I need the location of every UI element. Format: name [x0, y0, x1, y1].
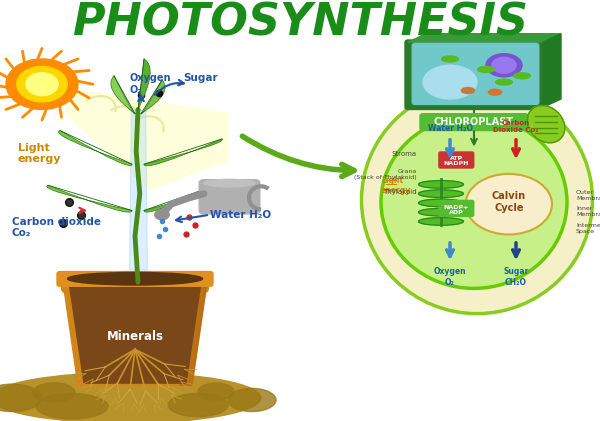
Ellipse shape — [67, 272, 203, 285]
Text: PHOTOSYNTHESIS: PHOTOSYNTHESIS — [72, 2, 528, 45]
Circle shape — [17, 67, 67, 102]
Ellipse shape — [419, 190, 464, 197]
Ellipse shape — [527, 106, 565, 143]
FancyBboxPatch shape — [199, 180, 260, 214]
Polygon shape — [63, 282, 207, 385]
Ellipse shape — [419, 199, 464, 207]
Text: Water H₂O: Water H₂O — [210, 210, 271, 220]
Ellipse shape — [168, 393, 228, 417]
Circle shape — [155, 210, 169, 220]
PathPatch shape — [59, 131, 132, 165]
Ellipse shape — [381, 116, 567, 288]
Text: Oxygen
O₂: Oxygen O₂ — [434, 267, 466, 287]
FancyBboxPatch shape — [405, 40, 546, 109]
Text: Sugar: Sugar — [183, 73, 218, 83]
Ellipse shape — [514, 73, 530, 79]
Ellipse shape — [419, 208, 464, 216]
Ellipse shape — [461, 88, 475, 93]
Ellipse shape — [492, 57, 516, 73]
Text: Light
energy: Light energy — [18, 143, 62, 165]
Text: Grana
(Stack of Thylakoid): Grana (Stack of Thylakoid) — [355, 169, 417, 180]
Ellipse shape — [0, 373, 261, 421]
Polygon shape — [543, 34, 561, 107]
Text: Sugar
CH₂O: Sugar CH₂O — [503, 267, 529, 287]
Ellipse shape — [361, 86, 593, 314]
Text: Intermembrane
Space: Intermembrane Space — [576, 223, 600, 234]
Ellipse shape — [198, 383, 234, 400]
Text: Calvin
Cycle: Calvin Cycle — [492, 191, 526, 213]
Polygon shape — [66, 88, 228, 189]
Ellipse shape — [62, 283, 77, 294]
FancyBboxPatch shape — [420, 114, 528, 131]
Ellipse shape — [419, 181, 464, 188]
PathPatch shape — [111, 76, 135, 114]
Polygon shape — [180, 282, 207, 385]
Text: Oxygen
O₂: Oxygen O₂ — [129, 73, 170, 95]
Ellipse shape — [204, 179, 255, 187]
Text: NADP+: NADP+ — [443, 205, 469, 210]
Text: Light
energy: Light energy — [381, 176, 411, 195]
Ellipse shape — [496, 79, 512, 85]
Text: Carbon dioxide
Co₂: Carbon dioxide Co₂ — [12, 216, 101, 238]
Text: Outer
Membrane: Outer Membrane — [576, 190, 600, 201]
Text: Stroma: Stroma — [392, 151, 417, 157]
PathPatch shape — [47, 185, 132, 212]
Ellipse shape — [33, 383, 75, 402]
FancyBboxPatch shape — [439, 152, 474, 168]
Ellipse shape — [423, 65, 477, 99]
Text: Thylakoid: Thylakoid — [383, 189, 417, 195]
Text: Minerals: Minerals — [107, 330, 163, 343]
Text: Water H₂O: Water H₂O — [427, 124, 473, 133]
Ellipse shape — [0, 384, 42, 412]
Text: Carbon
Dioxide Co₂: Carbon Dioxide Co₂ — [493, 120, 539, 133]
Text: NADPH: NADPH — [443, 161, 469, 166]
Text: ADP: ADP — [449, 210, 464, 215]
PathPatch shape — [141, 80, 165, 114]
Ellipse shape — [478, 67, 494, 72]
FancyBboxPatch shape — [439, 200, 474, 216]
PathPatch shape — [144, 139, 223, 166]
FancyBboxPatch shape — [57, 272, 213, 286]
FancyBboxPatch shape — [412, 43, 539, 104]
Ellipse shape — [36, 394, 108, 419]
Circle shape — [6, 59, 78, 109]
PathPatch shape — [144, 185, 217, 212]
Text: Inner
Membrane: Inner Membrane — [576, 206, 600, 217]
PathPatch shape — [138, 59, 150, 110]
Circle shape — [466, 174, 552, 234]
Polygon shape — [69, 282, 201, 383]
Polygon shape — [408, 34, 561, 42]
Circle shape — [26, 73, 58, 96]
Ellipse shape — [419, 218, 464, 225]
Ellipse shape — [228, 388, 276, 412]
Ellipse shape — [442, 56, 458, 62]
Ellipse shape — [488, 89, 502, 95]
Text: ATP: ATP — [450, 156, 463, 161]
Text: CHLOROPLAST: CHLOROPLAST — [434, 117, 514, 127]
Ellipse shape — [486, 53, 522, 77]
Ellipse shape — [193, 283, 209, 294]
